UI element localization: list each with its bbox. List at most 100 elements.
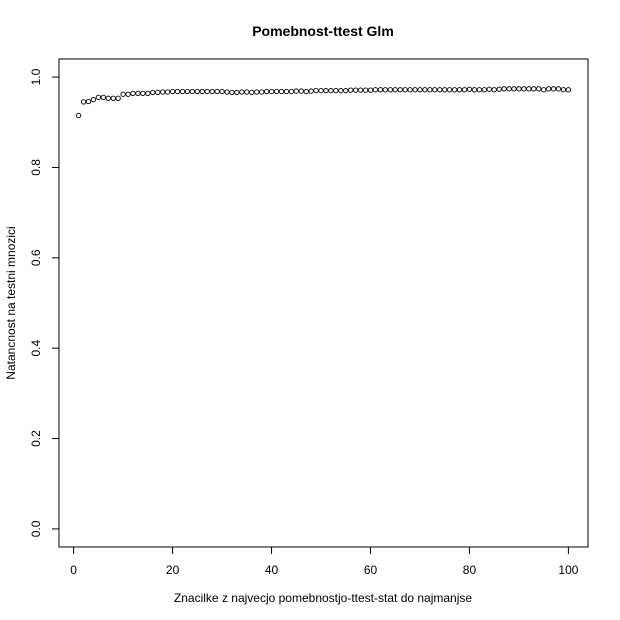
data-point [323,87,329,94]
data-point [100,94,106,101]
data-point [372,87,379,93]
data-point [531,86,537,92]
data-point [456,87,463,93]
data-point [333,87,339,94]
data-point [135,90,141,96]
data-point [417,87,423,93]
data-point [239,89,245,95]
data-point [466,86,473,92]
data-point [526,86,532,92]
y-tick-label: 0.4 [29,340,43,357]
data-point [150,89,156,96]
data-point [338,87,344,94]
data-point [545,86,552,92]
data-point [471,87,478,93]
x-tick-label: 80 [463,563,477,577]
data-point [229,89,235,96]
data-point [521,86,527,92]
y-axis: 0.0 0.2 0.4 0.6 0.8 1.0 [29,68,60,537]
data-point [565,87,572,93]
y-tick-label: 0.8 [29,159,43,176]
data-point [224,89,230,95]
data-point [164,89,171,95]
data-point [244,89,250,95]
data-point [541,87,547,93]
plot-frame [58,58,589,548]
data-point [486,86,492,92]
data-point [90,97,97,103]
data-point [249,89,255,96]
data-point [259,89,265,95]
data-point [491,87,497,93]
x-tick-label: 100 [558,563,578,577]
data-point [392,87,398,93]
data-point [125,91,131,97]
data-point [283,88,290,95]
y-axis-label: Natancnost na testni mnozici [4,226,18,379]
data-point [313,87,319,94]
data-point [105,95,111,101]
x-axis-label: Znacilke z najvecjo pomebnostjo-ttest-st… [174,591,472,605]
data-point [481,87,487,93]
data-point [328,87,334,94]
data-point [288,88,294,95]
data-point [357,87,364,93]
data-point [496,86,502,92]
data-point [298,88,304,94]
chart-title: Pomebnost-ttest Glm [252,23,394,39]
data-point [560,87,567,93]
data-point [367,87,374,93]
y-tick-label: 0.6 [29,249,43,266]
data-point [140,90,146,96]
data-point [451,87,458,93]
data-point [412,87,418,93]
y-tick-label: 1.0 [29,68,43,85]
data-point [254,89,260,95]
data-point [442,87,448,93]
data-point [155,89,161,96]
data-point [219,88,225,95]
data-point [110,95,116,101]
data-point [115,95,121,101]
data-point [397,87,403,93]
data-point [382,87,388,93]
x-axis: 0 20 40 60 80 100 [70,546,579,577]
data-point [377,87,384,93]
data-point [120,91,126,97]
y-tick-label: 0.0 [29,520,43,537]
data-point [189,88,196,95]
data-point [85,98,92,105]
data-point [516,86,522,92]
data-point [348,87,354,93]
data-point [308,88,314,94]
data-point [461,87,468,93]
data-points [75,86,572,119]
x-tick-label: 40 [265,563,279,577]
x-tick-label: 60 [364,563,378,577]
data-point [511,86,517,92]
x-tick-label: 0 [70,563,77,577]
data-point [95,94,102,101]
data-point [427,87,433,93]
data-point [536,86,542,92]
data-point [75,112,82,119]
data-point [387,87,393,93]
data-point [214,88,220,95]
data-point [506,86,512,92]
data-point [234,89,240,96]
data-point [353,87,359,93]
data-point [402,87,408,93]
data-point [550,86,557,92]
data-point [293,88,299,94]
data-point [268,88,275,95]
data-point [555,86,562,92]
data-point [204,88,210,95]
data-point [130,90,136,96]
data-point [174,88,181,95]
data-point [437,87,443,93]
data-point [303,88,309,95]
x-tick-label: 20 [166,563,180,577]
data-point [501,86,507,92]
data-point [407,87,413,93]
